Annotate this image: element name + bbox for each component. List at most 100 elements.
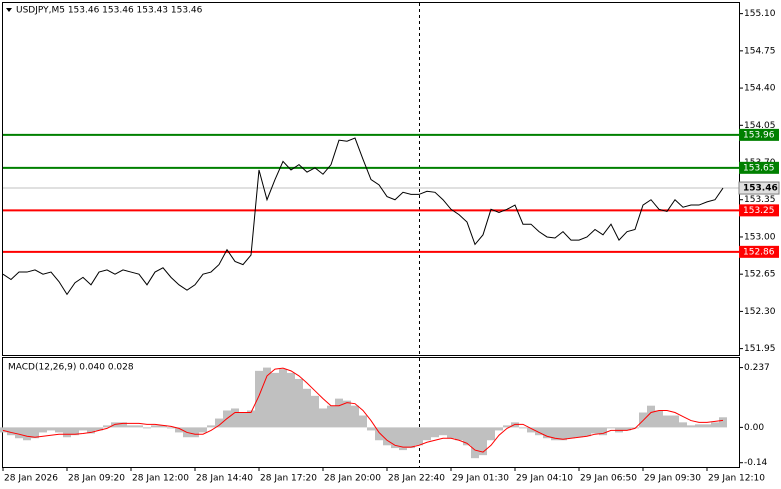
bid-label: 153.46: [743, 184, 778, 194]
x-tick-label: 28 Jan 22:40: [388, 474, 445, 484]
histogram-bar: [199, 427, 207, 433]
histogram-bar: [519, 427, 527, 429]
histogram-bar: [55, 427, 63, 433]
histogram-bar: [671, 415, 679, 428]
histogram-bar: [687, 425, 695, 428]
signal-line: [2, 367, 724, 453]
histogram-bar: [63, 427, 71, 438]
chart-title: USDJPY,M5 153.46 153.46 153.43 153.46: [16, 6, 203, 16]
histogram-bar: [255, 370, 263, 428]
histogram-bar: [335, 398, 343, 428]
histogram-bar: [455, 427, 463, 441]
histogram-bar: [527, 427, 535, 433]
histogram-bar: [79, 427, 87, 431]
histogram-bar: [231, 408, 239, 428]
y-tick-label: 151.95: [744, 344, 776, 354]
y-tick-label: 152.65: [744, 270, 776, 280]
histogram-bar: [143, 427, 151, 429]
histogram-bar: [423, 427, 431, 441]
x-tick-label: 29 Jan 04:10: [516, 474, 573, 484]
histogram-bar: [487, 427, 495, 441]
histogram-bar: [351, 405, 359, 428]
histogram-bar: [47, 427, 55, 431]
histogram-bar: [31, 427, 39, 439]
macd-frame: [2, 357, 740, 468]
histogram-bar: [207, 425, 215, 428]
x-tick-label: 29 Jan 01:30: [452, 474, 509, 484]
x-tick-label: 28 Jan 09:20: [68, 474, 125, 484]
histogram-bar: [375, 427, 383, 441]
histogram-bar: [503, 425, 511, 428]
histogram-bar: [271, 372, 279, 428]
histogram-bar: [159, 425, 167, 428]
histogram-bar: [479, 427, 487, 456]
histogram-bar: [447, 427, 455, 439]
x-tick-label: 29 Jan 12:10: [708, 474, 765, 484]
histogram-bar: [287, 372, 295, 428]
level-label: 153.65: [743, 163, 775, 173]
x-tick-label: 28 Jan 17:20: [260, 474, 317, 484]
y-tick-label: -0.14: [744, 458, 768, 468]
histogram-bar: [591, 427, 599, 434]
main-frame: [2, 2, 740, 356]
histogram-bar: [343, 400, 351, 428]
x-tick-label: 28 Jan 20:00: [324, 474, 381, 484]
level-label: 152.86: [743, 247, 775, 257]
histogram-bar: [135, 425, 143, 428]
histogram-bar: [191, 427, 199, 438]
y-tick-label: 0.00: [744, 423, 764, 433]
histogram-bar: [303, 388, 311, 428]
x-tick-label: 29 Jan 06:50: [580, 474, 637, 484]
histogram-bar: [0, 427, 7, 433]
histogram-bar: [471, 427, 479, 459]
histogram-bar: [463, 427, 471, 446]
histogram-bar: [695, 424, 703, 428]
histogram-bar: [543, 427, 551, 439]
histogram-bar: [559, 427, 567, 441]
histogram-bar: [279, 369, 287, 428]
level-label-box: [739, 161, 779, 174]
histogram-bar: [127, 425, 135, 428]
histogram-bar: [215, 418, 223, 428]
level-label-box: [739, 128, 779, 141]
histogram-bar: [711, 422, 719, 428]
level-label-box: [739, 204, 779, 217]
histogram-bar: [239, 412, 247, 428]
histogram-bar: [39, 427, 47, 433]
histogram-bar: [359, 415, 367, 428]
histogram-bar: [615, 427, 623, 433]
y-tick-label: 152.30: [744, 307, 776, 317]
histogram-bar: [703, 424, 711, 428]
menu-arrow[interactable]: [6, 8, 12, 12]
x-tick-label: 28 Jan 12:00: [132, 474, 189, 484]
histogram-bar: [439, 427, 447, 436]
y-tick-label: 153.00: [744, 232, 776, 242]
y-tick-label: 154.75: [744, 46, 776, 56]
y-tick-label: 154.40: [744, 84, 776, 94]
histogram-bar: [599, 427, 607, 436]
histogram-bar: [95, 427, 103, 431]
histogram-bar: [319, 408, 327, 428]
histogram-bar: [399, 427, 407, 451]
x-tick-label: 28 Jan 2026: [4, 474, 58, 484]
histogram-bar: [655, 410, 663, 428]
histogram-bar: [263, 367, 271, 428]
histogram-bar: [679, 422, 687, 428]
histogram-bar: [151, 425, 159, 428]
histogram-bar: [567, 427, 575, 439]
histogram-bar: [367, 427, 375, 431]
histogram-bar: [431, 427, 439, 438]
histogram-bar: [71, 427, 79, 436]
y-tick-label: 155.10: [744, 9, 776, 19]
bid-label-box: [738, 181, 780, 195]
histogram-bar: [719, 417, 727, 428]
x-tick-label: 29 Jan 09:30: [644, 474, 701, 484]
histogram-bar: [175, 427, 183, 433]
histogram-bar: [383, 427, 391, 446]
histogram-bar: [495, 427, 503, 431]
histogram-bar: [7, 427, 15, 436]
histogram-bar: [87, 427, 95, 434]
level-label: 153.96: [743, 130, 775, 140]
level-label-box: [739, 245, 779, 258]
